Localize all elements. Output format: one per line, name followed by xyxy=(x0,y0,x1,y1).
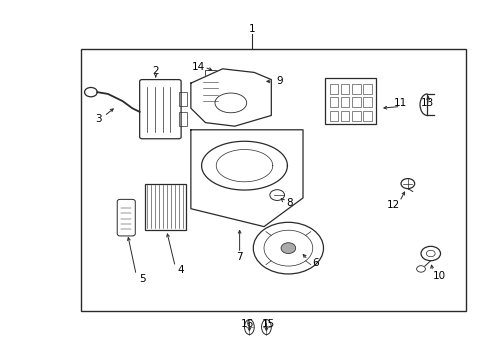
Bar xyxy=(81,49,466,311)
Text: 11: 11 xyxy=(393,98,407,108)
Text: 13: 13 xyxy=(420,98,433,108)
Bar xyxy=(340,111,348,121)
Bar xyxy=(340,97,348,107)
Text: 5: 5 xyxy=(139,274,145,284)
Bar xyxy=(340,84,348,94)
Text: 14: 14 xyxy=(191,62,204,72)
Bar xyxy=(329,97,337,107)
Bar xyxy=(325,78,375,125)
Bar xyxy=(144,184,185,230)
Text: 2: 2 xyxy=(152,66,159,76)
Text: 8: 8 xyxy=(286,198,293,208)
Text: 12: 12 xyxy=(386,200,399,210)
Bar xyxy=(178,92,187,107)
Bar xyxy=(363,97,371,107)
Bar xyxy=(329,84,337,94)
Polygon shape xyxy=(190,130,303,226)
Text: 9: 9 xyxy=(276,76,283,86)
Bar xyxy=(204,69,223,80)
Bar xyxy=(329,111,337,121)
Text: 6: 6 xyxy=(311,258,318,268)
Text: 16: 16 xyxy=(240,319,253,329)
Text: 1: 1 xyxy=(248,24,255,35)
Bar xyxy=(178,112,187,126)
Text: 3: 3 xyxy=(95,114,102,124)
Bar xyxy=(351,97,360,107)
Text: 4: 4 xyxy=(178,265,184,275)
Bar xyxy=(351,84,360,94)
Bar xyxy=(363,84,371,94)
Text: 10: 10 xyxy=(432,271,445,281)
Polygon shape xyxy=(190,69,271,126)
Bar xyxy=(363,111,371,121)
Text: 7: 7 xyxy=(236,252,243,262)
Circle shape xyxy=(281,243,295,253)
Text: 15: 15 xyxy=(262,319,275,329)
Bar xyxy=(351,111,360,121)
